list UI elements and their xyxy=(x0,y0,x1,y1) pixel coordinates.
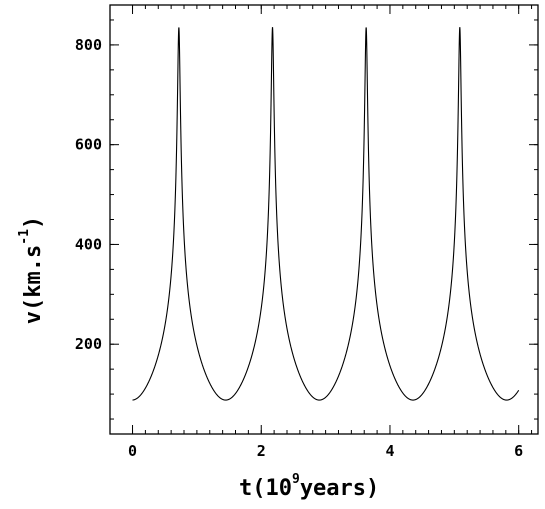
x-axis-title-superscript: 9 xyxy=(292,472,300,487)
axis-ticks xyxy=(110,5,538,434)
y-tick-label: 600 xyxy=(75,136,102,154)
x-tick-label: 0 xyxy=(128,442,137,460)
x-tick-label: 6 xyxy=(514,442,523,460)
y-tick-label: 400 xyxy=(75,235,102,253)
y-tick-label: 800 xyxy=(75,36,102,54)
velocity-series-line xyxy=(132,27,520,401)
x-axis-title: t(109years) xyxy=(239,472,379,501)
tick-labels: 0 2 4 6 200 400 600 800 xyxy=(75,36,523,460)
y-axis-title: v(km.s-1) xyxy=(17,216,46,324)
x-tick-label: 2 xyxy=(257,442,266,460)
y-axis-title-tail: ) xyxy=(21,216,46,229)
x-axis-title-tail: years) xyxy=(300,476,379,501)
x-tick-label: 4 xyxy=(385,442,394,460)
y-axis-title-superscript: -1 xyxy=(17,229,32,245)
y-tick-label: 200 xyxy=(75,335,102,353)
